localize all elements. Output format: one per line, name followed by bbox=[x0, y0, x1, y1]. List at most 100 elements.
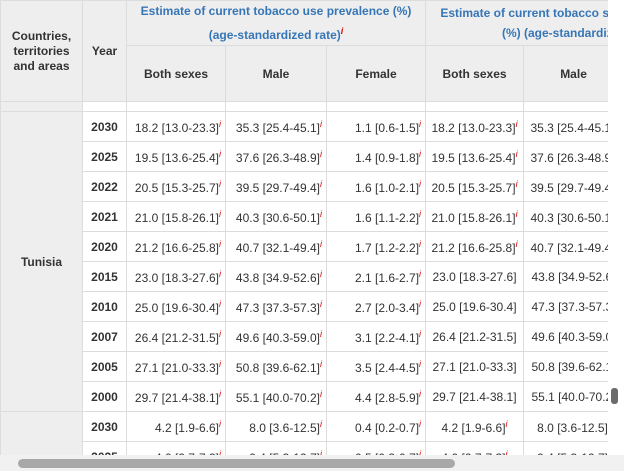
value-text: 50.8 [39.6-62.1] bbox=[531, 359, 608, 374]
value-cell: 1.1 [0.6-1.5]i bbox=[325, 111, 427, 142]
column-header: Year bbox=[82, 0, 127, 102]
value-cell: 3.1 [2.2-4.1]i bbox=[325, 321, 427, 352]
info-icon[interactable]: i bbox=[419, 208, 422, 219]
value-text: 40.7 [32.1-49.4] bbox=[235, 240, 320, 255]
column-header-row: Both sexes Male Female Both sexes Male bbox=[1, 45, 608, 102]
info-icon[interactable]: i bbox=[515, 238, 518, 249]
value-text: 47.3 [37.3-57.3] bbox=[531, 299, 608, 314]
info-icon[interactable]: i bbox=[219, 358, 221, 369]
info-icon[interactable]: i bbox=[515, 178, 518, 189]
table-row: 2030 4.2 [1.9-6.6]i 8.0 [3.6-12.5]i 0.4 [0.… bbox=[0, 411, 608, 455]
info-icon[interactable]: i bbox=[419, 268, 422, 279]
info-icon[interactable]: i bbox=[419, 178, 422, 189]
info-icon[interactable]: i bbox=[320, 148, 322, 159]
value-text: 40.3 [30.6-50.1] bbox=[530, 210, 608, 225]
info-icon[interactable]: i bbox=[320, 238, 322, 249]
value-cell: 4.0 [2.7-7.3]i bbox=[126, 441, 226, 456]
info-icon[interactable]: i bbox=[515, 148, 518, 159]
value-text: 0.4 [0.2-0.7] bbox=[354, 420, 420, 435]
info-icon[interactable]: i bbox=[320, 268, 322, 279]
info-icon[interactable]: i bbox=[320, 418, 322, 429]
year-cell: 2030 bbox=[82, 111, 127, 142]
value-text: 23.0 [18.3-27.6] bbox=[134, 270, 219, 285]
value-cell: 29.7 [21.4-38.1]i bbox=[126, 381, 226, 412]
value-text: 29.7 [21.4-38.1] bbox=[134, 390, 219, 405]
value-cell: 18.2 [13.0-23.3]i bbox=[126, 111, 226, 142]
info-icon[interactable]: i bbox=[320, 208, 322, 219]
value-cell: 25.0 [19.6-30.4]i bbox=[126, 291, 226, 322]
value-text: 4.2 [1.9-6.6] bbox=[154, 420, 219, 435]
year-cell: 2020 bbox=[82, 231, 127, 262]
value-cell: 27.1 [21.0-33.3]i bbox=[126, 351, 226, 382]
value-text: 37.6 [26.3-48.9] bbox=[235, 150, 320, 165]
value-cell: 21.2 [16.6-25.8]i bbox=[126, 231, 226, 262]
info-icon[interactable]: i bbox=[419, 238, 422, 249]
value-text: 2.1 [1.6-2.7] bbox=[354, 270, 420, 285]
info-icon[interactable]: i bbox=[219, 448, 221, 456]
value-cell: 37.6 [26.3-48.9]i bbox=[225, 141, 327, 172]
info-icon[interactable]: i bbox=[419, 328, 422, 339]
value-text: 1.4 [0.9-1.8] bbox=[354, 150, 420, 165]
info-icon[interactable]: i bbox=[340, 26, 344, 36]
info-icon[interactable]: i bbox=[219, 148, 221, 159]
info-icon[interactable]: i bbox=[419, 418, 422, 429]
value-text: 19.5 [13.6-25.4] bbox=[134, 150, 219, 165]
info-icon[interactable]: i bbox=[505, 418, 508, 429]
info-icon[interactable]: i bbox=[219, 208, 221, 219]
table-row: 20254.0 [2.7-7.3]i9.4 [5.3-12.7]i0.5 [0.… bbox=[1, 441, 608, 456]
info-icon[interactable]: i bbox=[419, 148, 422, 159]
value-text: 21.2 [16.6-25.8] bbox=[134, 240, 219, 255]
info-icon[interactable]: i bbox=[320, 328, 322, 339]
info-icon[interactable]: i bbox=[320, 298, 322, 309]
value-cell: 39.5 [29.7-49.4]i bbox=[523, 171, 608, 202]
info-icon[interactable]: i bbox=[419, 298, 422, 309]
table-row: 2015 23.0 [18.3-27.6]i 43.8 [34.9-52.6]i 2.… bbox=[1, 261, 608, 292]
value-cell: 25.0 [19.6-30.4] bbox=[425, 291, 525, 322]
value-text: 55.1 [40.0-70.2] bbox=[531, 389, 608, 404]
value-text: 43.8 [34.9-52.6] bbox=[235, 270, 320, 285]
value-text: 47.3 [37.3-57.3] bbox=[235, 300, 320, 315]
value-cell: 8.0 [3.6-12.5]i bbox=[523, 411, 608, 442]
value-text: 25.0 [19.6-30.4] bbox=[134, 300, 219, 315]
info-icon[interactable]: i bbox=[419, 358, 422, 369]
info-icon[interactable]: i bbox=[219, 178, 221, 189]
info-icon[interactable]: i bbox=[320, 448, 322, 456]
info-icon[interactable]: i bbox=[219, 298, 221, 309]
value-text: 4.0 [2.7-7.3] bbox=[442, 451, 506, 456]
value-text: 25.0 [19.6-30.4] bbox=[432, 299, 517, 314]
info-icon[interactable]: i bbox=[219, 388, 221, 399]
vertical-scrollbar[interactable] bbox=[608, 0, 624, 455]
value-cell: 27.1 [21.0-33.3] bbox=[425, 351, 525, 382]
info-icon[interactable]: i bbox=[219, 238, 221, 249]
info-icon[interactable]: i bbox=[320, 358, 322, 369]
column-header: Male bbox=[523, 45, 608, 102]
value-cell: 19.5 [13.6-25.4]i bbox=[425, 141, 525, 172]
value-cell: 23.0 [18.3-27.6] bbox=[425, 261, 525, 292]
info-icon[interactable]: i bbox=[320, 178, 322, 189]
info-icon[interactable]: i bbox=[515, 118, 518, 129]
info-icon[interactable]: i bbox=[320, 388, 322, 399]
column-header: Both sexes bbox=[425, 45, 525, 102]
info-icon[interactable]: i bbox=[505, 448, 508, 456]
table-body: Tunisia 2030 18.2 [13.0-23.3]i 35.3 [25.4-4… bbox=[0, 101, 608, 456]
vertical-scroll-thumb[interactable] bbox=[611, 388, 618, 404]
value-cell: 20.5 [15.3-25.7]i bbox=[425, 171, 525, 202]
info-icon[interactable]: i bbox=[219, 268, 221, 279]
info-icon[interactable]: i bbox=[419, 448, 422, 456]
value-cell: 49.6 [40.3-59.0] bbox=[523, 321, 608, 352]
value-text: 21.0 [15.8-26.1] bbox=[134, 210, 219, 225]
info-icon[interactable]: i bbox=[219, 328, 221, 339]
value-text: 23.0 [18.3-27.6] bbox=[432, 269, 517, 284]
info-icon[interactable]: i bbox=[320, 118, 322, 129]
info-icon[interactable]: i bbox=[419, 118, 422, 129]
info-icon[interactable]: i bbox=[219, 418, 221, 429]
value-text: 18.2 [13.0-23.3] bbox=[431, 120, 516, 135]
value-text: 0.5 [0.3-0.7] bbox=[355, 451, 419, 456]
year-cell: 2022 bbox=[82, 171, 127, 202]
info-icon[interactable]: i bbox=[419, 388, 422, 399]
info-icon[interactable]: i bbox=[219, 118, 221, 129]
horizontal-scroll-thumb[interactable] bbox=[18, 459, 455, 468]
value-cell: 40.7 [32.1-49.4]i bbox=[225, 231, 327, 262]
info-icon[interactable]: i bbox=[515, 208, 518, 219]
value-cell: 40.3 [30.6-50.1]i bbox=[523, 201, 608, 232]
